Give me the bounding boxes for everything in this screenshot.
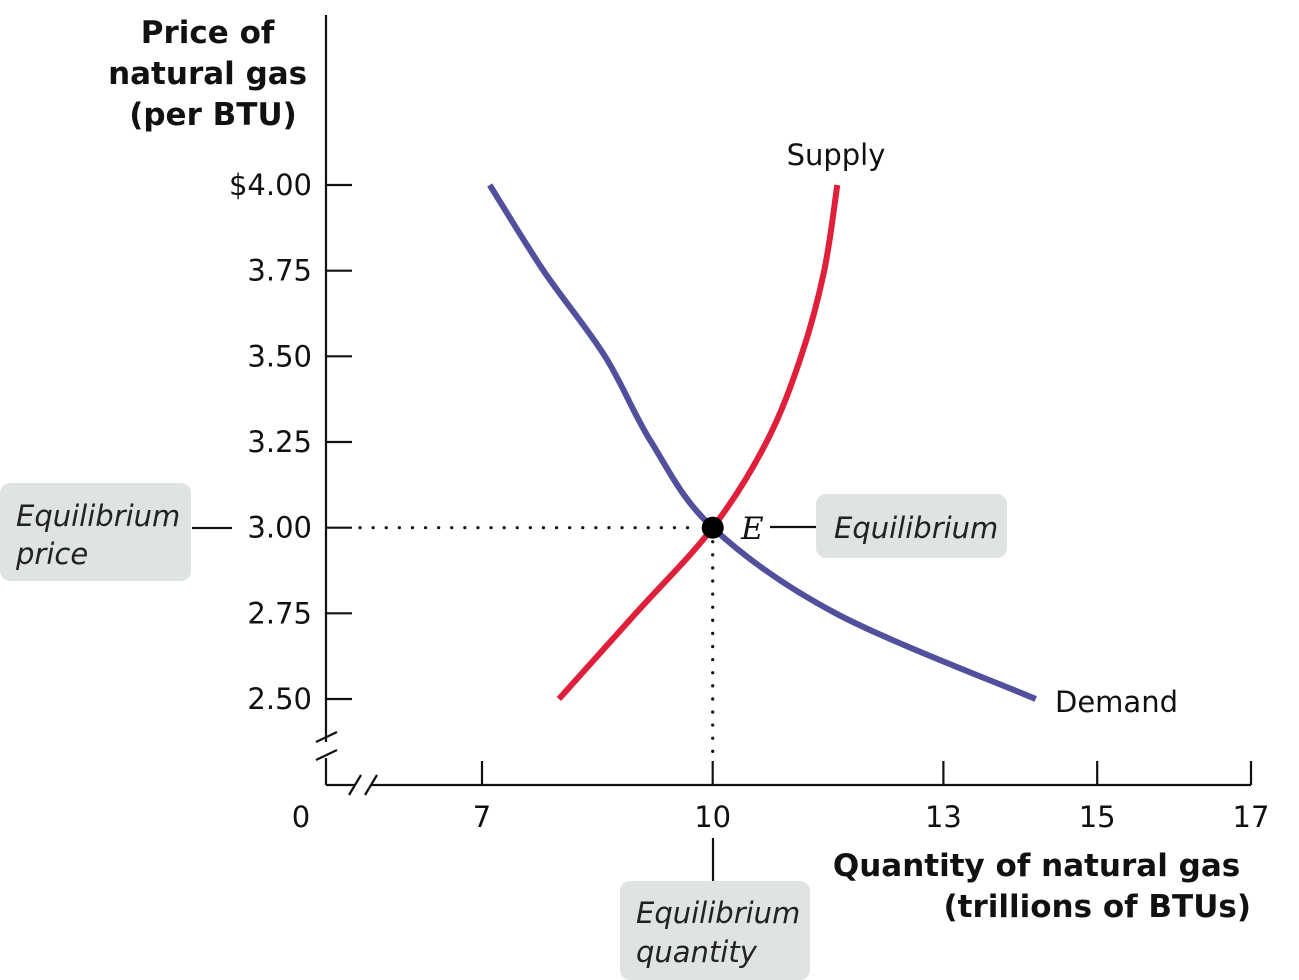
x-axis-title-line-1: Quantity of natural gas [833, 848, 1240, 884]
y-tick-label: 3.25 [247, 425, 312, 459]
origin-label: 0 [292, 800, 310, 834]
equilibrium-point [701, 516, 724, 539]
x-tick-label: 15 [1079, 800, 1116, 834]
y-axis-title-line-1: Price of [141, 15, 275, 51]
x-tick-label: 7 [473, 800, 491, 834]
y-tick-label: 3.50 [247, 339, 312, 373]
price-callout-line-1: Equilibrium [16, 499, 180, 533]
y-tick-label: 2.75 [247, 596, 312, 630]
x-tick-label: 13 [925, 800, 962, 834]
price-callout-box [0, 483, 191, 581]
x-tick-label: 10 [694, 800, 731, 834]
y-axis-title: Price of natural gas (per BTU) [108, 15, 318, 133]
y-axis-title-line-3: (per BTU) [129, 97, 297, 133]
y-axis-ticks: $4.00 3.75 3.50 3.25 3.00 2.75 2.50 [229, 168, 352, 716]
supply-label: Supply [787, 138, 886, 172]
x-axis-title-line-2: (trillions of BTUs) [943, 889, 1251, 925]
y-tick-label: 3.75 [247, 254, 312, 288]
price-callout-line-2: price [15, 537, 88, 571]
y-tick-label: $4.00 [229, 168, 312, 202]
y-axis-break-mark-2 [315, 749, 338, 761]
quantity-callout-box [620, 881, 810, 980]
x-tick-label: 17 [1233, 800, 1270, 834]
quantity-callout-line-1: Equilibrium [636, 896, 800, 930]
point-callout-text: Equilibrium [834, 511, 998, 545]
supply-curve [556, 184, 841, 702]
equilibrium-point-label: E [740, 511, 764, 547]
x-axis-ticks: 7 10 13 15 17 [473, 761, 1270, 834]
point-callout-box [816, 494, 1007, 558]
demand-curve [487, 183, 1037, 702]
x-axis-title: Quantity of natural gas (trillions of BT… [833, 848, 1251, 925]
y-axis-title-line-2: natural gas [108, 56, 307, 92]
price-callout-text: Equilibrium price [15, 499, 190, 571]
y-tick-label: 2.50 [247, 682, 312, 716]
quantity-callout-text: Equilibrium quantity [636, 896, 810, 969]
x-axis-break-mark-2 [364, 774, 378, 796]
quantity-callout-line-2: quantity [636, 935, 758, 969]
x-axis-break-mark-1 [348, 774, 362, 796]
demand-label: Demand [1055, 685, 1178, 719]
y-tick-label: 3.00 [247, 511, 312, 545]
y-axis-break-mark-1 [315, 731, 338, 743]
